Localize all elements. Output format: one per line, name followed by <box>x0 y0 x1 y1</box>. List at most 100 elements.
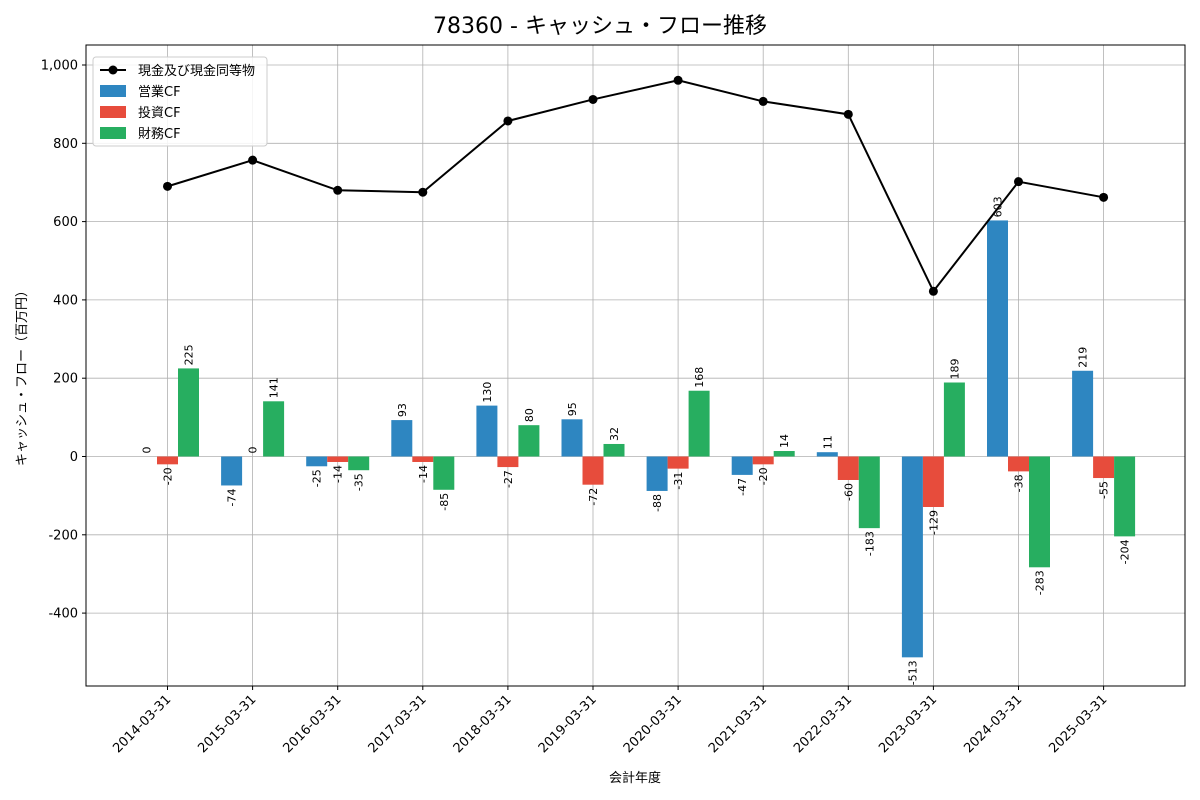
bar-value-label: -20 <box>162 467 175 485</box>
legend-line-marker <box>108 65 118 75</box>
bar-value-label: 168 <box>693 367 706 388</box>
bar <box>752 456 774 465</box>
cash-line-point <box>1099 192 1109 202</box>
x-axis-title: 会計年度 <box>609 770 661 786</box>
cash-line-point <box>333 185 343 195</box>
bar <box>901 456 923 658</box>
y-tick-label: 0 <box>70 450 78 465</box>
y-tick-label: 200 <box>53 372 78 387</box>
bar <box>1008 456 1029 472</box>
bar-value-label: -31 <box>672 472 685 490</box>
bar-value-label: -204 <box>1119 539 1132 564</box>
bar-value-label: -129 <box>927 510 940 535</box>
bar <box>263 401 285 457</box>
x-tick-label: 2019-03-31 <box>536 692 600 756</box>
bar-value-label: 189 <box>948 359 961 380</box>
bar <box>561 419 583 457</box>
bar-value-label: -283 <box>1034 570 1047 595</box>
cash-line-point <box>843 109 853 119</box>
bar <box>221 456 243 486</box>
y-tick-label: -400 <box>48 607 78 622</box>
bar-value-label: 130 <box>481 382 494 403</box>
bar-value-label: -14 <box>332 465 345 483</box>
bar-value-label: 219 <box>1077 347 1090 368</box>
bar-value-label: 80 <box>523 408 536 422</box>
y-tick-label: 1,000 <box>41 59 78 74</box>
y-axis-ticks: -400 -200 0 200 400 600 800 1,000 <box>41 59 86 622</box>
bar-value-label: -25 <box>311 469 324 487</box>
bar-value-label: -513 <box>906 660 919 685</box>
bar-value-label: -183 <box>863 531 876 556</box>
bar-value-label: -20 <box>757 467 770 485</box>
y-tick-label: 400 <box>53 293 78 308</box>
bar <box>1029 456 1050 568</box>
bar <box>178 368 199 457</box>
cash-line-point <box>1014 177 1023 187</box>
bar-value-labels: 0-74-259313095-88-4711-513603219-200-14-… <box>141 196 1132 685</box>
bar <box>858 456 880 529</box>
bar <box>1093 456 1115 479</box>
x-tick-label: 2022-03-31 <box>791 692 855 756</box>
x-tick-label: 2021-03-31 <box>706 692 770 756</box>
x-tick-label: 2024-03-31 <box>961 692 1025 756</box>
bar <box>306 456 328 467</box>
bar-value-label: -55 <box>1098 481 1111 499</box>
x-tick-label: 2017-03-31 <box>366 692 430 756</box>
x-tick-label: 2016-03-31 <box>280 692 344 756</box>
bar-value-label: -38 <box>1013 474 1026 492</box>
bar <box>773 451 795 457</box>
bar <box>327 456 349 462</box>
cash-line-point <box>503 116 513 126</box>
bar <box>816 452 838 457</box>
bars <box>157 220 1136 658</box>
cash-line-path <box>167 79 1104 294</box>
bar-value-label: 32 <box>608 427 621 441</box>
y-tick-label: -200 <box>48 528 78 543</box>
bar-value-label: -74 <box>226 488 239 506</box>
bar <box>412 456 434 462</box>
legend-swatch <box>100 106 126 118</box>
bar-value-label: -88 <box>651 494 664 512</box>
bar-value-label: -60 <box>842 483 855 501</box>
bar-value-label: 0 <box>247 447 260 454</box>
legend-swatch <box>100 127 126 139</box>
y-tick-label: 800 <box>53 137 78 152</box>
bar-value-label: 95 <box>566 402 579 416</box>
bar-value-label: 0 <box>141 447 154 454</box>
bar-value-label: -72 <box>587 488 600 506</box>
bar <box>348 456 370 471</box>
x-tick-label: 2014-03-31 <box>110 692 174 756</box>
cash-line-point <box>673 75 683 85</box>
bar <box>667 456 689 469</box>
bar <box>433 456 455 490</box>
bar <box>582 456 604 485</box>
bar-value-label: 93 <box>396 403 409 417</box>
y-axis-title: キャッシュ・フロー（百万円） <box>15 284 30 466</box>
bar <box>391 420 413 457</box>
bar-value-label: 225 <box>183 344 196 365</box>
legend-swatch <box>100 85 126 97</box>
x-tick-label: 2023-03-31 <box>876 692 940 756</box>
x-tick-label: 2025-03-31 <box>1046 692 1110 756</box>
x-tick-label: 2018-03-31 <box>451 692 515 756</box>
bar-value-label: -85 <box>438 493 451 511</box>
bar <box>922 456 944 508</box>
bar-value-label: 14 <box>778 434 791 448</box>
bar <box>1072 370 1094 457</box>
bar <box>518 425 540 457</box>
x-tick-label: 2020-03-31 <box>621 692 685 756</box>
y-tick-label: 600 <box>53 215 78 230</box>
bar-value-label: -14 <box>417 465 430 483</box>
bar-value-label: -35 <box>353 473 366 491</box>
bar <box>497 456 519 468</box>
x-axis-ticks: 2014-03-31 2015-03-31 2016-03-31 2017-03-31… <box>110 686 1110 756</box>
legend-label: 営業CF <box>138 84 181 100</box>
legend-label: 現金及び現金同等物 <box>138 63 255 79</box>
cash-line-point <box>758 96 768 106</box>
cash-line-point <box>928 286 938 296</box>
bar <box>688 390 710 457</box>
bar <box>157 456 178 465</box>
